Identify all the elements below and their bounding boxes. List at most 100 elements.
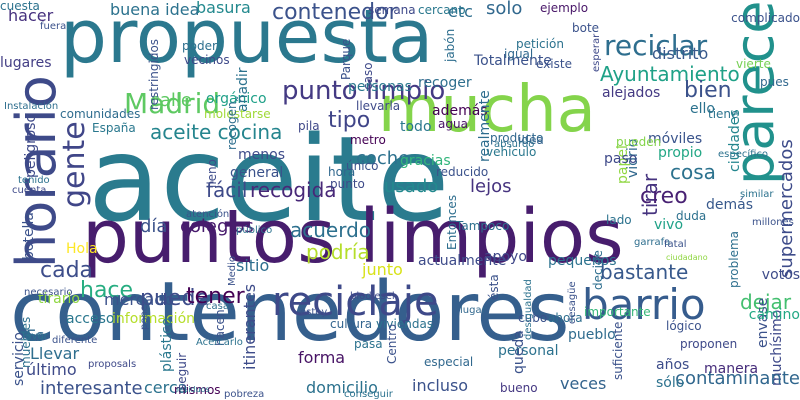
cloud-word: lejos [470,176,512,197]
cloud-word: vecinos [184,53,230,67]
cloud-word: pueblo [568,327,616,343]
cloud-word: aceite cocina [150,120,283,144]
cloud-word: años [656,357,690,373]
cloud-word: necesario [24,287,73,298]
cloud-word: incluso [412,376,469,395]
cloud-word: sitio [236,256,270,275]
cloud-word: Parque [339,38,353,80]
cloud-word: estoy [300,307,328,318]
cloud-word: Llevar [30,344,80,363]
cloud-word: creo [640,184,688,209]
cloud-word: gente [57,121,92,208]
cloud-word: mucha [378,73,596,147]
cloud-word: España [92,121,136,135]
cloud-word: mercado [104,290,175,309]
cloud-word: cuenta [12,185,47,196]
cloud-word: bueno [500,381,538,395]
cloud-word: público [236,225,273,236]
cloud-word: aceite [88,110,450,248]
cloud-word: acceso [66,311,115,327]
cloud-word: Centro [385,323,399,364]
cloud-word: ciudades [727,109,743,172]
cloud-word: cosa [670,160,716,184]
cloud-word: Entonces [445,194,459,250]
cloud-word: complicado [731,11,800,25]
cloud-word: mismos [174,383,221,397]
cloud-word: además [432,103,488,119]
cloud-word: fatal [664,239,687,250]
cloud-word: dejar [740,290,792,314]
cloud-word: puntos limpios [82,194,624,280]
cloud-word: conseguir [344,389,393,400]
cloud-word: orgánico [206,91,267,107]
cloud-word: hace [80,278,134,303]
cloud-word: coche [356,148,410,169]
cloud-word: residuos [176,385,210,394]
cloud-word: peligroso [23,113,39,178]
cloud-word: igual [504,47,534,61]
cloud-word: ahora [548,311,583,325]
cloud-word: general [230,165,284,181]
cloud-word: vivo [654,217,684,233]
cloud-word: día [140,216,168,237]
cloud-word: tenido [18,175,50,186]
cloud-word: esperar [591,33,602,72]
cloud-word: junto [362,260,403,279]
cloud-word: pues [760,75,789,89]
cloud-word: millones [752,217,794,228]
cloud-word: específico [718,149,769,160]
cloud-word: metro [350,133,386,147]
cloud-word: producto [490,131,544,145]
cloud-word: cada [40,258,94,283]
cloud-word: fácil [206,178,248,202]
cloud-word: molestarse [204,107,271,121]
cloud-word: votos [761,267,800,283]
cloud-word: suficiente [611,321,625,380]
cloud-word: tipo [328,108,371,133]
cloud-word: apoyo [484,249,527,265]
cloud-word: añadir [235,67,251,112]
cloud-word: ciudadano [666,253,708,262]
cloud-word: itinerantes [240,283,259,370]
cloud-word: móviles [648,131,703,147]
cloud-word: ejemplo [540,1,589,15]
cloud-word: ésta [487,274,501,300]
cloud-word: gracias [400,153,451,169]
cloud-word: favor [22,331,48,342]
cloud-word: actualmente [418,253,507,269]
cloud-word: decide [591,250,605,290]
cloud-word: todo [400,119,432,135]
cloud-word: veces [560,374,607,393]
cloud-word: botella [21,212,37,260]
cloud-word: colegios [180,216,254,237]
cloud-word: existe [536,57,572,71]
cloud-word: tiene [708,107,739,121]
cloud-word: punto limpio [282,76,446,106]
cloud-word: solo [486,0,523,19]
cloud-word: ello [690,101,715,117]
cloud-word: viviendas [376,317,434,331]
cloud-word: bien [684,78,732,103]
cloud-word: jabón [443,28,457,62]
cloud-word: cercano [418,3,466,17]
cloud-word: plástico [159,317,175,372]
cloud-word: sólo [656,375,685,391]
cloud-word: buena idea [110,0,200,19]
cloud-word: único [346,159,379,173]
cloud-word: similar [740,189,774,200]
cloud-word: cultura [330,317,373,331]
cloud-word: alejados [602,85,661,101]
cloud-word: lugar [460,305,486,316]
cloud-word: tener [186,284,245,309]
cloud-word: acuerdo [290,218,372,242]
cloud-word: camino [748,307,800,323]
cloud-word: vehículo [486,145,537,159]
cloud-word: punto [330,177,365,191]
cloud-word: pobreza [224,389,265,400]
cloud-word: caso [361,62,375,90]
cloud-word: Tampoco [456,219,510,233]
cloud-word: Medio [227,255,238,286]
cloud-word: contaminante [675,368,800,389]
cloud-word: contenedor [272,0,398,25]
